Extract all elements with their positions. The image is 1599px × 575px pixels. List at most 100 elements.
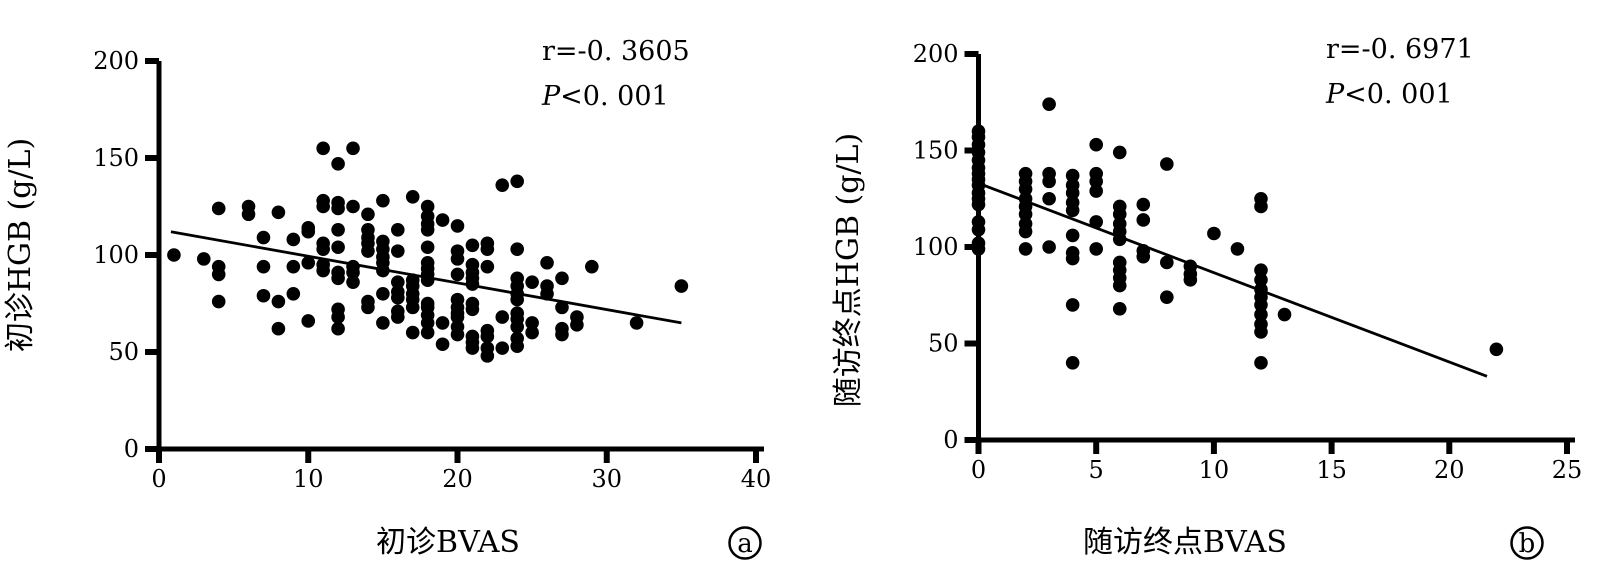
data-point xyxy=(391,310,405,324)
data-point xyxy=(211,201,226,216)
data-point xyxy=(391,290,405,305)
data-point xyxy=(435,316,450,330)
data-point xyxy=(256,288,271,303)
data-point xyxy=(1112,207,1127,221)
data-point xyxy=(674,279,689,293)
data-point xyxy=(510,292,524,307)
data-point xyxy=(555,300,569,315)
data-point xyxy=(241,207,256,222)
data-point xyxy=(435,337,450,352)
data-point xyxy=(1042,240,1056,254)
x-tick-label: 20 xyxy=(442,465,473,493)
panel-label-circle xyxy=(728,526,762,560)
x-axis-title: 随访终点BVAS xyxy=(1083,525,1287,560)
data-point xyxy=(256,230,271,245)
scatter-panel-b: 0 5 10 15 20 25 0 50 100 150 200 随访终点BVAS 随访终点HGB (g… xyxy=(831,34,1582,560)
data-point xyxy=(1254,307,1268,322)
correlation-annotation: r=-0. 6971 xyxy=(1326,34,1474,65)
data-point xyxy=(1018,182,1033,196)
data-point xyxy=(1160,255,1174,270)
data-point xyxy=(465,238,480,253)
x-tick-label: 0 xyxy=(151,465,166,493)
data-point xyxy=(450,219,465,233)
data-point xyxy=(376,193,390,208)
data-point xyxy=(1136,213,1151,227)
data-point xyxy=(331,310,345,324)
data-point xyxy=(167,248,181,262)
panel-label-circle xyxy=(1510,526,1544,560)
data-point xyxy=(1089,215,1103,229)
data-point xyxy=(391,275,405,289)
x-tick-label: 40 xyxy=(741,465,772,493)
data-point xyxy=(391,244,405,258)
data-point xyxy=(346,141,360,156)
p-symbol: P xyxy=(541,81,561,112)
x-tick-label: 10 xyxy=(293,465,324,493)
y-tick-label: 100 xyxy=(913,233,959,261)
data-point xyxy=(271,294,286,309)
data-point xyxy=(361,244,375,258)
data-point xyxy=(376,316,390,330)
y-tick-label: 50 xyxy=(928,330,959,358)
data-point xyxy=(316,242,330,256)
data-point xyxy=(286,287,301,301)
data-point xyxy=(450,252,465,266)
data-point xyxy=(450,310,465,324)
data-point xyxy=(1160,157,1174,171)
p-value-annotation: P<0. 001 xyxy=(1325,79,1453,110)
correlation-annotation: r=-0. 3605 xyxy=(542,36,690,67)
data-point xyxy=(1065,186,1080,200)
data-point xyxy=(361,207,375,222)
data-point xyxy=(495,310,510,324)
data-point xyxy=(1254,356,1268,370)
data-point xyxy=(420,222,435,237)
data-point xyxy=(1018,207,1033,221)
data-point xyxy=(570,318,584,332)
data-point xyxy=(196,252,211,266)
data-point xyxy=(1254,325,1268,339)
data-point xyxy=(450,327,465,342)
data-point xyxy=(346,275,360,289)
data-point xyxy=(525,316,539,330)
data-point xyxy=(346,199,360,214)
data-point xyxy=(1112,145,1127,160)
data-point xyxy=(1254,263,1268,277)
data-point xyxy=(361,300,375,315)
y-tick-label: 100 xyxy=(93,241,139,269)
x-tick-label: 5 xyxy=(1089,456,1104,484)
data-point xyxy=(480,242,495,256)
data-point xyxy=(1160,290,1174,304)
data-point xyxy=(331,271,345,286)
x-tick-label: 20 xyxy=(1434,456,1465,484)
y-axis-title: 初诊HGB (g/L) xyxy=(3,138,38,352)
data-point xyxy=(525,325,539,340)
data-point xyxy=(405,300,420,315)
data-point xyxy=(1042,97,1056,111)
data-point xyxy=(1018,224,1033,239)
data-point xyxy=(1112,232,1127,247)
data-point xyxy=(510,242,524,256)
data-point xyxy=(420,199,435,214)
p-symbol: P xyxy=(1325,79,1345,110)
data-point xyxy=(1042,174,1056,189)
data-point xyxy=(510,174,524,189)
data-point xyxy=(495,341,510,355)
data-point xyxy=(1065,298,1080,312)
data-point xyxy=(1089,242,1103,256)
data-point xyxy=(555,271,569,286)
data-point xyxy=(376,287,390,301)
data-point xyxy=(1018,242,1033,256)
data-point xyxy=(1042,191,1056,206)
y-tick-label: 50 xyxy=(108,338,139,366)
x-axis-title: 初诊BVAS xyxy=(376,525,520,560)
data-point xyxy=(1183,273,1198,287)
trend-line xyxy=(978,182,1488,378)
data-point xyxy=(376,263,390,278)
data-point xyxy=(1254,273,1268,287)
data-point xyxy=(211,294,226,309)
data-point xyxy=(495,178,510,192)
data-point xyxy=(525,275,539,289)
data-point xyxy=(1065,203,1080,218)
data-point xyxy=(316,199,330,214)
